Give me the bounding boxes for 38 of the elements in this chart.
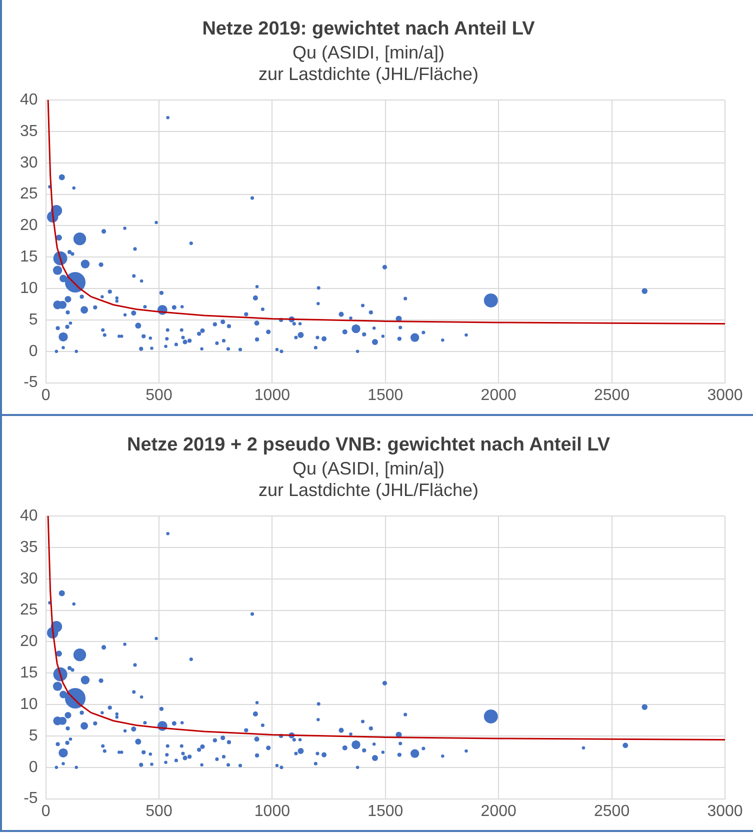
y-tick-label: 40	[20, 91, 38, 108]
chart-subtitle: Qu (ASIDI, [min/a]) zur Lastdichte (JHL/Fläche)	[258, 42, 479, 84]
y-tick-label: 30	[20, 154, 38, 172]
y-tick-label: 40	[20, 507, 38, 524]
x-tick-label: 3000	[707, 386, 743, 404]
x-tick-label: 1500	[368, 802, 404, 820]
chart-title: Netze 2019: gewichtet nach Anteil LV	[202, 18, 536, 40]
x-tick-label: 2000	[480, 386, 516, 404]
x-tick-label: 3000	[707, 802, 743, 820]
y-tick-label: 0	[28, 758, 38, 776]
x-tick-label: 0	[41, 802, 50, 820]
x-tick-label: 2500	[594, 386, 630, 404]
x-tick-label: 500	[146, 386, 172, 404]
x-tick-label: 1000	[254, 386, 290, 404]
y-tick-label: 35	[20, 122, 38, 140]
x-tick-label: 1000	[254, 802, 290, 820]
y-tick-label: 15	[20, 248, 38, 266]
y-tick-label: 30	[20, 570, 38, 588]
y-tick-label: 10	[20, 280, 38, 297]
y-tick-label: 20	[20, 633, 38, 650]
y-tick-label: 20	[20, 217, 38, 234]
y-tick-label: 25	[20, 602, 38, 619]
y-tick-label: 5	[28, 727, 38, 744]
y-tick-label: -5	[24, 374, 38, 392]
chart-title: Netze 2019 + 2 pseudo VNB: gewichtet nach Anteil LV	[126, 434, 610, 456]
y-tick-label: 0	[28, 342, 38, 360]
x-tick-label: 2000	[480, 802, 516, 820]
x-tick-label: 1500	[368, 386, 404, 404]
x-tick-label: 500	[146, 802, 172, 820]
y-tick-label: 5	[28, 311, 38, 328]
y-tick-label: 35	[20, 538, 38, 556]
y-tick-label: 10	[20, 696, 38, 713]
chart-subtitle: Qu (ASIDI, [min/a]) zur Lastdichte (JHL/Fläche)	[258, 458, 479, 500]
y-tick-label: 25	[20, 186, 38, 203]
y-tick-label: -5	[24, 790, 38, 808]
y-tick-label: 15	[20, 664, 38, 682]
x-tick-label: 0	[41, 386, 50, 404]
x-tick-label: 2500	[594, 802, 630, 820]
